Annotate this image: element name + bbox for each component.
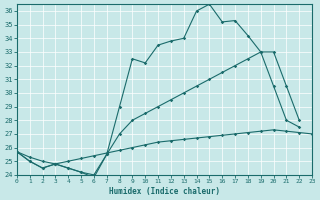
X-axis label: Humidex (Indice chaleur): Humidex (Indice chaleur): [109, 187, 220, 196]
